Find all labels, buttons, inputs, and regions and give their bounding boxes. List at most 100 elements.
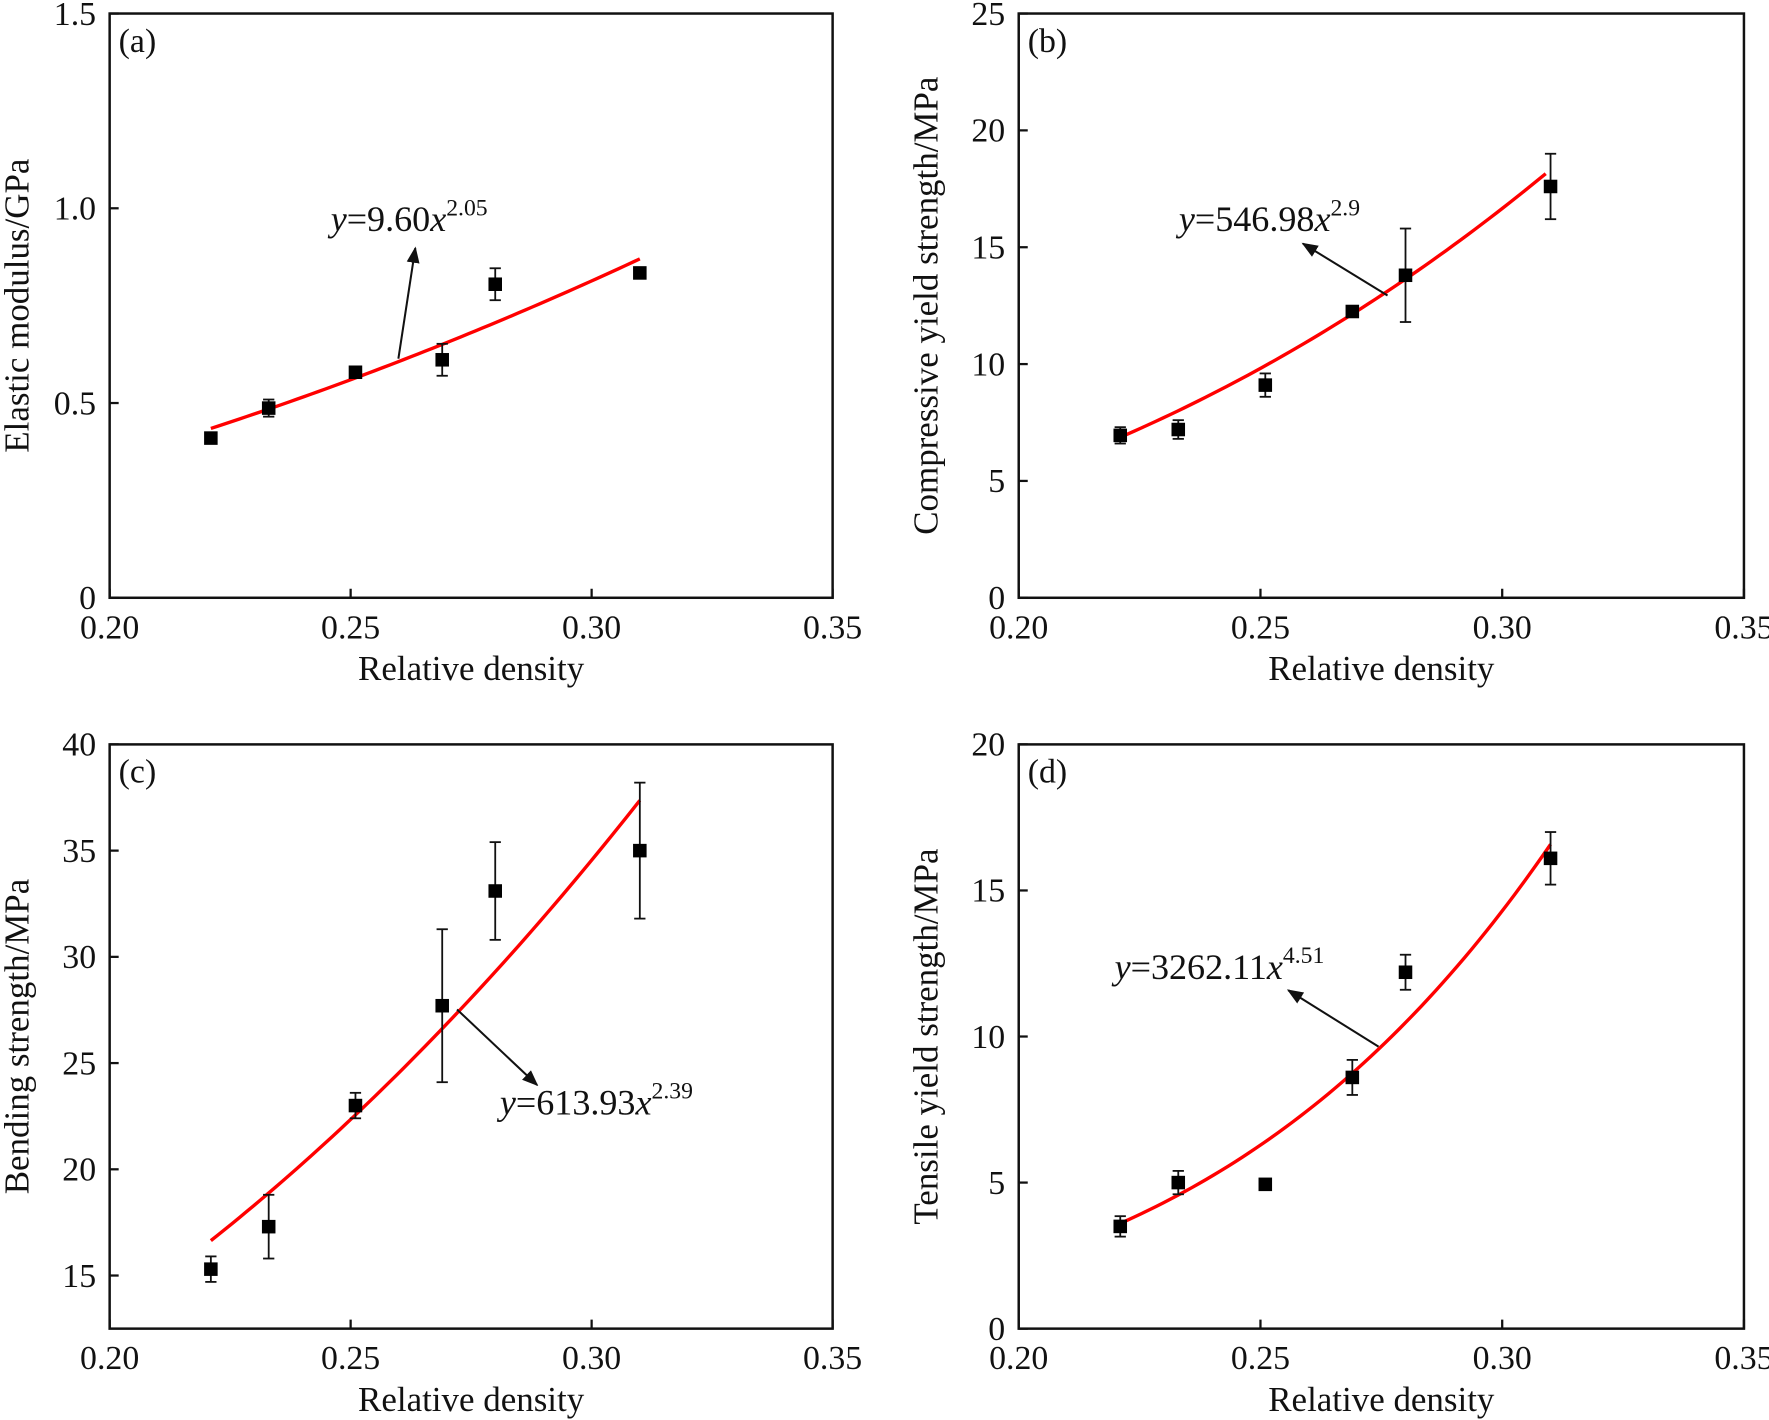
- equation-x: x: [429, 199, 446, 239]
- y-tick-label: 1.0: [54, 191, 96, 228]
- marker-square: [1258, 378, 1273, 392]
- x-tick-label: 0.20: [80, 1340, 139, 1377]
- annotation-arrow: [456, 1008, 539, 1087]
- marker-square: [1543, 851, 1558, 866]
- panel-label: (c): [119, 754, 157, 791]
- fit-equation: y=9.60x2.05: [327, 195, 488, 239]
- y-tick-label: 35: [62, 833, 96, 870]
- fit-curve: [1119, 843, 1552, 1225]
- marker-square: [348, 365, 363, 380]
- marker-square: [1398, 268, 1413, 283]
- data-point: [1543, 152, 1558, 221]
- fit-curve: [210, 257, 641, 431]
- equation-var: y: [1175, 199, 1196, 239]
- y-tick-label: 10: [971, 1019, 1005, 1056]
- x-tick-label: 0.35: [803, 609, 862, 646]
- equation-x: x: [634, 1082, 651, 1122]
- panel-a: 0.20 0.25 0.30 0.35 0 0.5 1.0 1.5 Relative densi…: [0, 0, 862, 688]
- marker-square: [1345, 1070, 1360, 1085]
- x-tick-label: 0.20: [989, 1340, 1048, 1377]
- equation-coef: =9.60: [347, 199, 430, 239]
- x-axis-label: Relative density: [358, 1380, 585, 1419]
- marker-square: [1345, 304, 1360, 319]
- marker-square: [633, 266, 647, 280]
- equation-var: y: [496, 1082, 517, 1122]
- plot-frame: [108, 743, 834, 1330]
- data-point: [435, 342, 449, 377]
- data-point: [1345, 1058, 1360, 1096]
- data-point: [633, 781, 647, 920]
- x-tick-label: 0.30: [562, 1340, 621, 1377]
- y-tick-label: 20: [971, 727, 1005, 764]
- equation-var: y: [327, 199, 348, 239]
- data-point: [1258, 1177, 1273, 1192]
- panel-c: 0.20 0.25 0.30 0.35 15 20 25 30 35 40 Relative den…: [0, 727, 862, 1419]
- y-tick-label: 15: [971, 873, 1005, 910]
- x-tick-label: 0.30: [1473, 609, 1532, 646]
- equation-exponent: 2.9: [1330, 195, 1360, 221]
- x-tick-label: 0.30: [562, 609, 621, 646]
- equation-x: x: [1266, 947, 1283, 987]
- panel-b: 0.20 0.25 0.30 0.35 0 5 10 15 20 25 Relative densi…: [907, 0, 1769, 688]
- fit-equation: y=613.93x2.39: [496, 1079, 693, 1123]
- data-point: [348, 365, 363, 380]
- x-tick-label: 0.25: [321, 1340, 380, 1377]
- marker-square: [1113, 428, 1128, 443]
- data-point: [435, 928, 449, 1084]
- y-axis-label: Bending strength/MPa: [0, 878, 36, 1194]
- y-tick-label: 1.5: [54, 0, 96, 33]
- y-tick-label: 20: [62, 1152, 96, 1189]
- marker-square: [204, 431, 218, 445]
- x-tick-label: 0.35: [1714, 1340, 1769, 1377]
- equation-exponent: 4.51: [1283, 943, 1324, 969]
- data-point: [633, 266, 647, 280]
- data-point: [1171, 1169, 1186, 1196]
- data-point: [261, 398, 276, 418]
- y-tick-label: 5: [988, 463, 1005, 500]
- marker-square: [204, 1262, 218, 1276]
- y-tick-label: 0: [988, 580, 1005, 617]
- y-tick-label: 15: [62, 1258, 96, 1295]
- panel-label: (d): [1028, 754, 1067, 791]
- x-axis-label: Relative density: [1268, 1380, 1495, 1419]
- annotation-arrow: [1301, 242, 1389, 297]
- x-axis-label: Relative density: [1268, 649, 1495, 688]
- marker-square: [1113, 1219, 1128, 1234]
- x-tick-label: 0.25: [321, 609, 380, 646]
- marker-square: [261, 401, 276, 415]
- marker-square: [1171, 1175, 1186, 1190]
- data-point: [1543, 831, 1558, 886]
- equation-coef: =3262.11: [1131, 947, 1267, 987]
- data-point: [1171, 419, 1186, 440]
- marker-square: [435, 353, 449, 367]
- y-tick-label: 5: [988, 1165, 1005, 1202]
- marker-square: [488, 277, 502, 292]
- marker-square: [348, 1098, 363, 1113]
- marker-square: [1543, 179, 1558, 194]
- equation-exponent: 2.05: [446, 195, 487, 221]
- data-point: [1113, 1215, 1128, 1238]
- marker-square: [1398, 965, 1413, 980]
- fit-curve: [209, 799, 642, 1242]
- marker-square: [633, 843, 647, 858]
- y-axis-label: Elastic modulus/GPa: [0, 158, 36, 453]
- x-tick-label: 0.30: [1473, 1340, 1532, 1377]
- x-tick-label: 0.25: [1231, 609, 1290, 646]
- data-point: [261, 1193, 276, 1260]
- equation-x: x: [1313, 199, 1330, 239]
- y-tick-label: 30: [62, 939, 96, 976]
- fit-equation: y=3262.11x4.51: [1111, 943, 1325, 987]
- data-point: [488, 841, 502, 941]
- marker-square: [1171, 422, 1186, 437]
- y-tick-label: 25: [62, 1045, 96, 1082]
- marker-square: [1258, 1177, 1273, 1192]
- y-tick-label: 0.5: [54, 385, 96, 422]
- data-point: [204, 1255, 218, 1283]
- x-axis-label: Relative density: [358, 649, 585, 688]
- y-tick-label: 0: [988, 1311, 1005, 1348]
- annotation-arrow: [1286, 989, 1380, 1048]
- y-axis-label: Compressive yield strength/MPa: [907, 76, 946, 535]
- x-tick-label: 0.35: [1714, 609, 1769, 646]
- data-point: [1258, 372, 1273, 398]
